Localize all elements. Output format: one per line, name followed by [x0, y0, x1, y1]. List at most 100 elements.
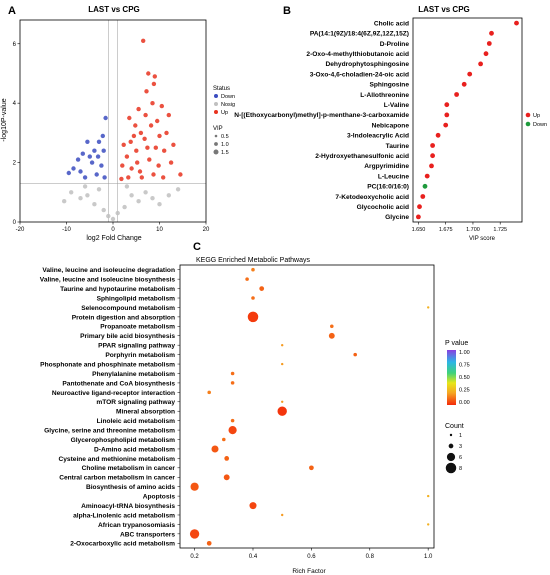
volcano-point-up — [164, 130, 169, 136]
vip-category-label: Sphingosine — [369, 82, 409, 89]
volcano-point-up — [145, 145, 150, 150]
kegg-bubble — [330, 324, 334, 329]
kegg-bubble — [222, 437, 226, 442]
count-legend-label: 8 — [459, 466, 462, 472]
vip-category-label: L-Valine — [384, 102, 410, 109]
kegg-pathway-label: Primary bile acid biosynthesis — [80, 333, 175, 340]
vip-point — [420, 194, 426, 199]
vip-category-label: N-[(Ethoxycarbonyl)methyl]-p-menthane-3-… — [234, 112, 409, 119]
panel-letter-c: C — [193, 241, 201, 253]
vip-axes: 1.650 1.675 1.700 1.725 — [412, 17, 523, 233]
volcano-y-tick-label: 4 — [13, 101, 17, 107]
volcano-point-up — [142, 136, 147, 141]
volcano-point-up — [128, 139, 133, 144]
volcano-point-up — [168, 160, 174, 165]
vip-point — [443, 122, 449, 128]
volcano-point-up — [157, 133, 162, 139]
volcano-point-down — [85, 139, 90, 144]
kegg-bubble — [230, 381, 235, 385]
vip-point — [429, 163, 434, 169]
volcano-point-nosig — [101, 207, 106, 213]
kegg-pathway-label: Choline metabolism in cancer — [82, 465, 176, 472]
volcano-x-tick-label: -20 — [16, 227, 25, 233]
volcano-point-nosig — [129, 193, 134, 198]
vip-point — [483, 51, 489, 57]
vip-point — [422, 183, 428, 189]
volcano-point-up — [120, 163, 125, 168]
volcano-point-up — [151, 172, 156, 177]
kegg-pathway-labels: Valine, leucine and isoleucine degradati… — [40, 267, 176, 548]
vip-category-label: 2-Oxo-4-methylthiobutanoic acid — [306, 51, 409, 58]
volcano-point-up — [148, 123, 154, 128]
kegg-bubble — [281, 344, 284, 347]
count-legend-circle — [449, 433, 453, 437]
volcano-point-up — [146, 71, 151, 76]
p-value-legend-tick: 0.75 — [459, 363, 470, 369]
volcano-point-up — [171, 142, 176, 147]
vip-point — [417, 204, 422, 210]
kegg-bubble — [277, 406, 287, 416]
volcano-point-up — [126, 175, 131, 180]
volcano-point-nosig — [85, 193, 90, 198]
kegg-x-tick-label: 0.4 — [249, 554, 258, 560]
kegg-pathway-label: Phenylalanine metabolism — [92, 371, 175, 378]
volcano-point-up — [133, 123, 138, 128]
vip-category-label: 3-Indoleacrylic Acid — [347, 133, 409, 140]
vip-point — [454, 92, 459, 97]
volcano-legend-vip-size — [214, 134, 218, 138]
volcano-point-nosig — [96, 187, 102, 192]
volcano-point-up — [119, 176, 124, 182]
volcano-legend-swatch-up — [214, 110, 218, 114]
volcano-point-up — [147, 157, 152, 162]
p-value-legend-title: P value — [445, 340, 468, 347]
count-legend-label: 3 — [459, 444, 462, 450]
kegg-pathway-label: Glycerophospholipid metabolism — [71, 437, 176, 444]
volcano-axes: -20 -10 0 10 20 0 2 4 6 — [13, 19, 210, 233]
volcano-points — [61, 38, 183, 222]
kegg-x-tick-label: 1.0 — [424, 554, 433, 560]
p-value-legend-tick: 0.50 — [459, 375, 470, 381]
vip-point — [444, 102, 450, 108]
volcano-legend-swatch-down — [214, 94, 218, 98]
volcano-legend-label: Down — [221, 94, 235, 100]
p-value-legend-tick: 1.00 — [459, 350, 470, 356]
p-value-colorbar — [447, 350, 456, 405]
volcano-point-down — [66, 170, 72, 176]
volcano-legend-vip-title: VIP — [213, 126, 223, 132]
volcano-point-up — [159, 103, 164, 109]
volcano-point-up — [151, 81, 157, 87]
vip-x-tick-label: 1.700 — [466, 227, 480, 233]
kegg-pathway-label: Protein digestion and absorption — [72, 314, 175, 321]
kegg-bubble — [230, 371, 235, 376]
kegg-pathway-label: Phosphonate and phosphinate metabolism — [40, 361, 175, 368]
vip-legend-swatch-up — [525, 112, 531, 118]
volcano-x-tick-label: -10 — [62, 227, 71, 233]
kegg-pathway-label: Pantothenate and CoA biosynthesis — [62, 380, 175, 387]
vip-category-label: PA(14:1(9Z)/18:4(6Z,9Z,12Z,15Z) — [310, 31, 409, 38]
count-legend-circle — [445, 462, 457, 474]
vip-point — [461, 81, 467, 87]
kegg-pathway-label: Central carbon metabolism in cancer — [59, 475, 175, 482]
kegg-bubble — [211, 445, 219, 453]
vip-point — [435, 132, 441, 138]
kegg-x-tick-label: 0.8 — [366, 554, 375, 560]
vip-category-label: 3-Oxo-4,6-choladien-24-oic acid — [310, 71, 409, 78]
vip-category-label: Cholic acid — [374, 20, 409, 27]
volcano-y-tick-label: 0 — [13, 220, 17, 226]
kegg-bubble — [206, 540, 212, 546]
volcano-point-up — [178, 172, 183, 177]
kegg-bubble — [427, 306, 430, 309]
volcano-title: LAST vs CPG — [88, 5, 140, 14]
vip-category-label: L-Leucine — [378, 173, 409, 180]
volcano-point-down — [80, 151, 86, 156]
volcano-point-down — [71, 166, 76, 171]
kegg-pathway-label: Aminoacyl-tRNA biosynthesis — [81, 503, 175, 510]
vip-category-label: Dehydrophytosphingosine — [325, 61, 409, 68]
volcano-point-up — [129, 166, 134, 171]
kegg-title: KEGG Enriched Metabolic Pathways — [196, 257, 310, 264]
kegg-axes: 0.2 0.4 0.6 0.8 1.0 — [177, 264, 435, 560]
vip-category-label: PC(16:0/16:0) — [367, 184, 409, 191]
volcano-point-nosig — [150, 196, 155, 201]
kegg-pathway-label: mTOR signaling pathway — [96, 399, 175, 406]
